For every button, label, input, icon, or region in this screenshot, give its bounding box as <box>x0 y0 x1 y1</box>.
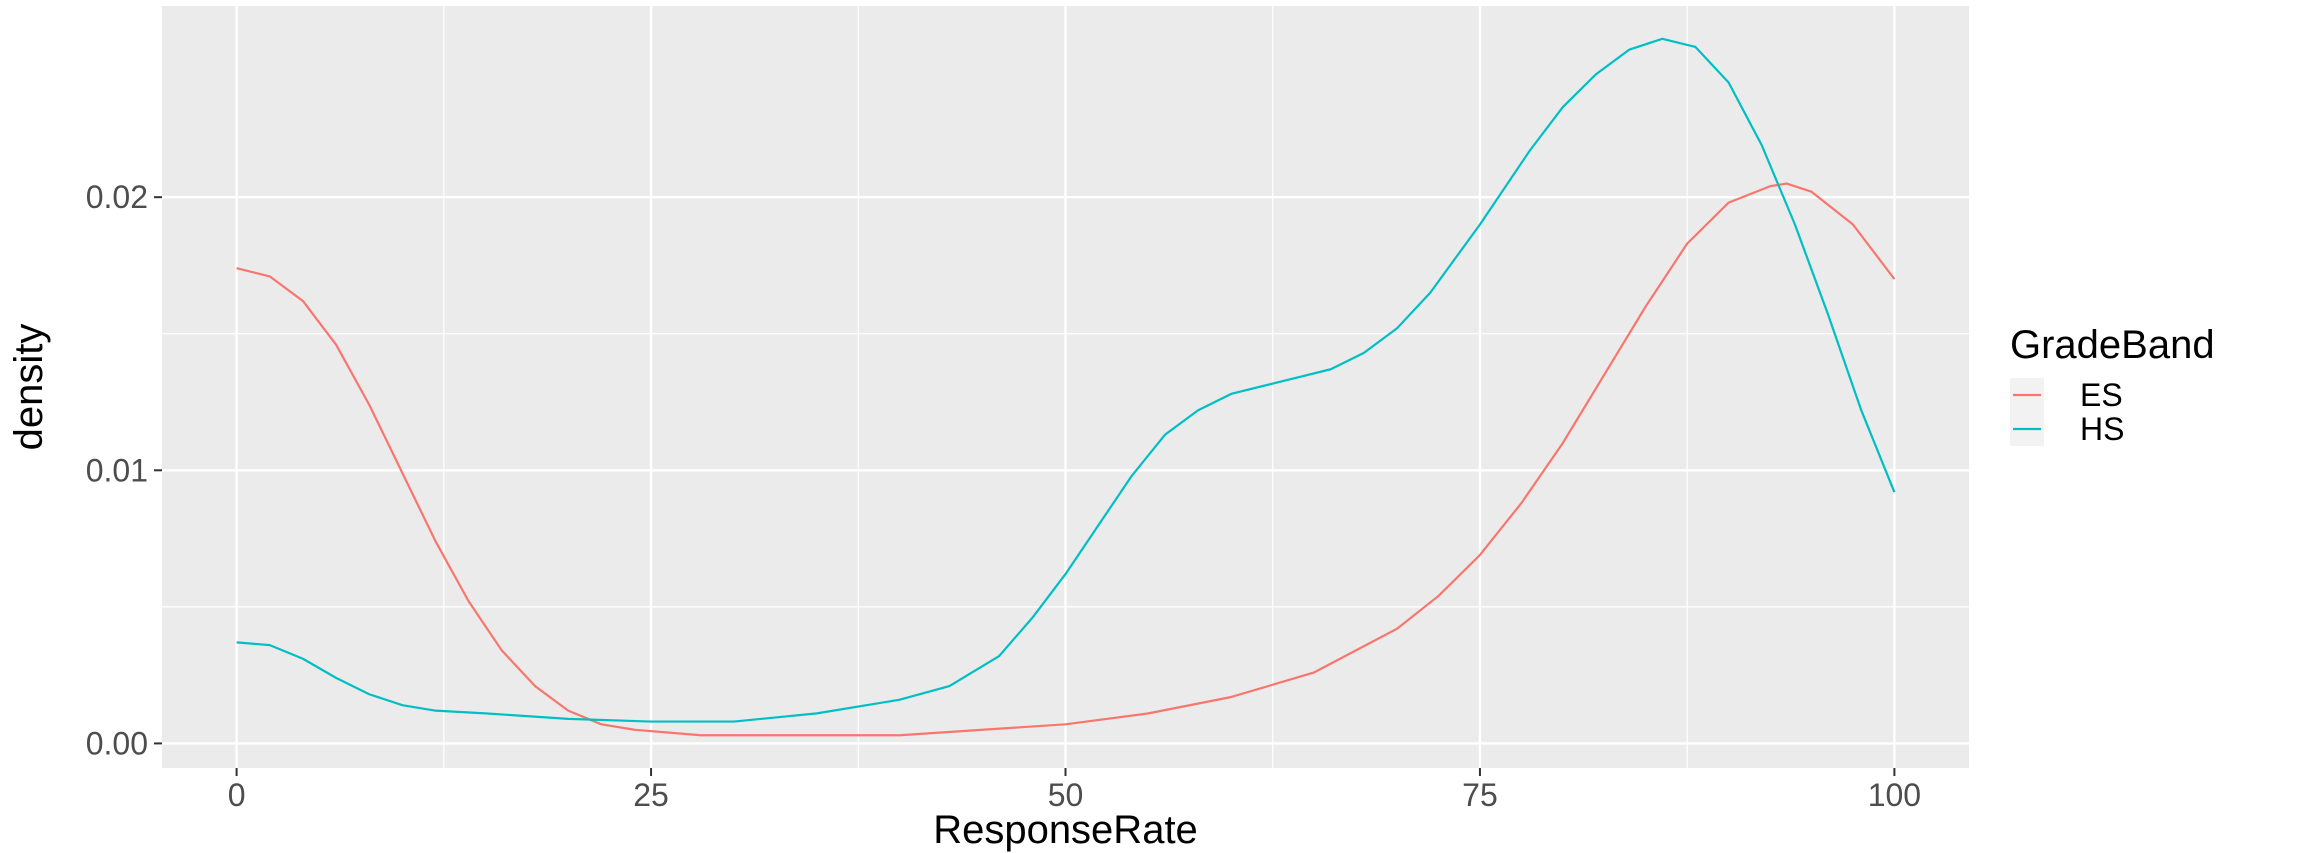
y-axis: 0.00 0.01 0.02 <box>86 179 162 761</box>
series-layer <box>236 37 1896 737</box>
legend-title: GradeBand <box>2010 323 2215 367</box>
x-tick-label: 100 <box>1868 777 1921 813</box>
series-line-hs <box>236 37 1896 723</box>
x-tick-label: 75 <box>1462 777 1498 813</box>
x-axis: 0 25 50 75 100 <box>228 768 1921 813</box>
grid-major <box>162 6 1969 768</box>
x-tick-label: 25 <box>633 777 669 813</box>
series-line-es <box>236 182 1896 737</box>
x-tick-label: 50 <box>1048 777 1084 813</box>
legend-label-hs: HS <box>2080 411 2124 447</box>
x-axis-title: ResponseRate <box>933 808 1198 852</box>
y-tick-label: 0.01 <box>86 452 148 488</box>
x-tick-label: 0 <box>228 777 246 813</box>
y-axis-title: density <box>7 324 51 451</box>
legend-label-es: ES <box>2080 377 2123 413</box>
y-tick-label: 0.02 <box>86 179 148 215</box>
y-tick-label: 0.00 <box>86 725 148 761</box>
